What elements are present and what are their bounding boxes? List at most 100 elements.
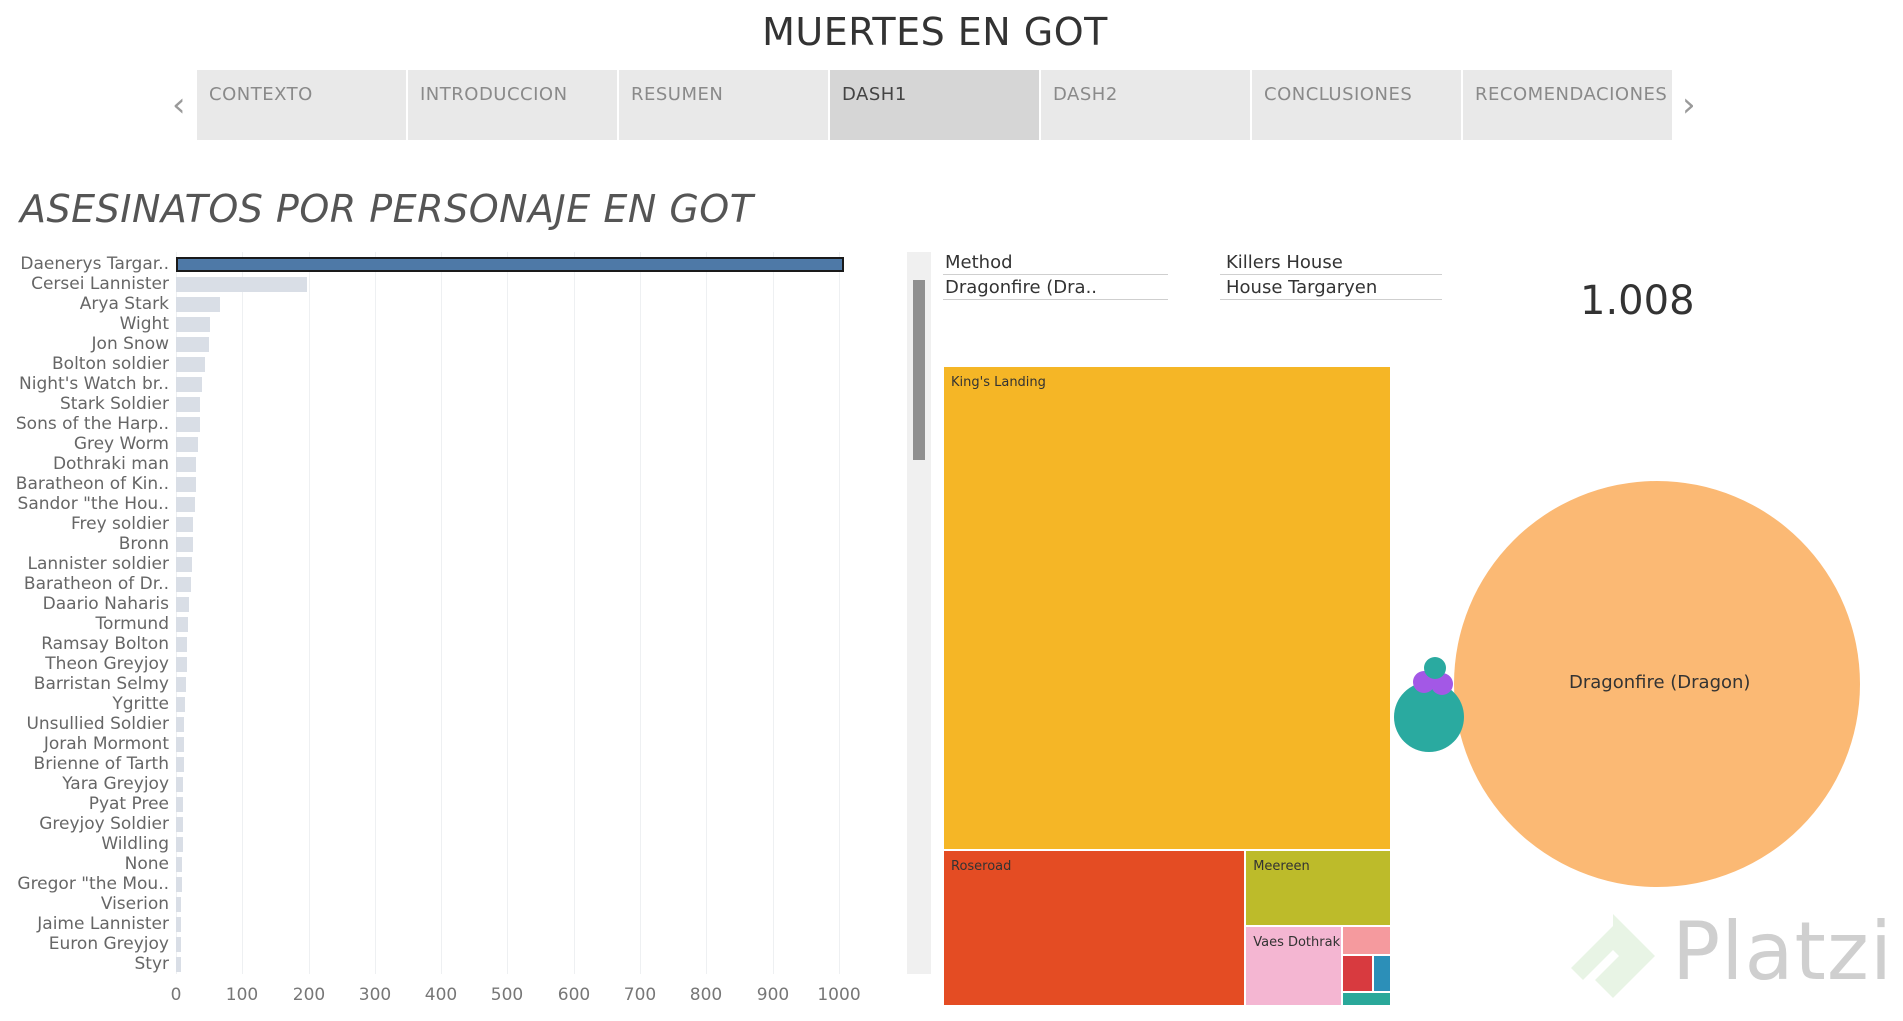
bar-label[interactable]: Frey soldier xyxy=(70,514,169,534)
bar[interactable] xyxy=(176,617,188,632)
bar[interactable] xyxy=(176,297,220,312)
bar[interactable] xyxy=(176,797,183,812)
bar-label[interactable]: Grey Worm xyxy=(73,434,169,454)
bar[interactable] xyxy=(176,577,191,592)
bar[interactable] xyxy=(176,437,198,452)
bar[interactable] xyxy=(176,417,200,432)
bar-label[interactable]: Wight xyxy=(119,314,169,334)
bar[interactable] xyxy=(176,817,183,832)
bar-label[interactable]: Cersei Lannister xyxy=(31,274,169,294)
bar-label[interactable]: Arya Stark xyxy=(79,294,169,314)
bar[interactable] xyxy=(176,477,196,492)
bar[interactable] xyxy=(176,837,183,852)
tab-resumen[interactable]: RESUMEN xyxy=(619,70,828,140)
treemap-cell[interactable] xyxy=(943,366,1391,850)
scrollbar-thumb[interactable] xyxy=(913,280,925,460)
bar[interactable] xyxy=(176,257,844,272)
tab-recomendaciones[interactable]: RECOMENDACIONES xyxy=(1463,70,1672,140)
bar[interactable] xyxy=(176,777,183,792)
treemap-cell[interactable] xyxy=(1342,925,1391,955)
treemap-cell[interactable] xyxy=(1245,849,1391,926)
bar[interactable] xyxy=(176,957,181,972)
bar-label[interactable]: Stark Soldier xyxy=(60,394,169,414)
bar-label[interactable]: Lannister soldier xyxy=(27,554,169,574)
bar[interactable] xyxy=(176,697,185,712)
x-tick-label: 900 xyxy=(756,985,790,1005)
treemap-cell[interactable] xyxy=(1372,954,1391,992)
x-tick-label: 200 xyxy=(292,985,326,1005)
bar[interactable] xyxy=(176,677,186,692)
bar-label[interactable]: Jaime Lannister xyxy=(37,914,169,934)
bubble[interactable] xyxy=(1393,681,1464,752)
bar[interactable] xyxy=(176,457,196,472)
bar-label[interactable]: Ygritte xyxy=(112,694,169,714)
bar-label[interactable]: Wildling xyxy=(101,834,169,854)
chevron-right-icon[interactable]: › xyxy=(1682,85,1696,125)
gridline xyxy=(176,252,177,974)
bar[interactable] xyxy=(176,737,184,752)
bar-label[interactable]: Ramsay Bolton xyxy=(41,634,169,654)
bar-label[interactable]: Brienne of Tarth xyxy=(33,754,169,774)
bubble[interactable] xyxy=(1423,656,1447,680)
bar-label[interactable]: Viserion xyxy=(100,894,169,914)
killers-house-filter-value[interactable]: House Targaryen xyxy=(1226,277,1378,298)
bar[interactable] xyxy=(176,557,192,572)
treemap-cell[interactable] xyxy=(1342,991,1391,1006)
bar[interactable] xyxy=(176,657,187,672)
bar-label[interactable]: Pyat Pree xyxy=(88,794,169,814)
tab-introduccion[interactable]: INTRODUCCION xyxy=(408,70,617,140)
bar[interactable] xyxy=(176,537,193,552)
bar-label[interactable]: Barristan Selmy xyxy=(33,674,169,694)
x-tick-label: 300 xyxy=(358,985,392,1005)
bar[interactable] xyxy=(176,637,187,652)
bar[interactable] xyxy=(176,857,182,872)
bar-label[interactable]: Daenerys Targar.. xyxy=(20,254,169,274)
bar-label[interactable]: Sandor "the Hou.. xyxy=(17,494,169,514)
bar[interactable] xyxy=(176,337,209,352)
bar[interactable] xyxy=(176,377,202,392)
bar[interactable] xyxy=(176,317,210,332)
tab-dash1[interactable]: DASH1 xyxy=(830,70,1039,140)
bar[interactable] xyxy=(176,497,195,512)
bar[interactable] xyxy=(176,717,184,732)
bar-label[interactable]: Theon Greyjoy xyxy=(45,654,169,674)
bar[interactable] xyxy=(176,397,200,412)
bar-label[interactable]: Jon Snow xyxy=(91,334,169,354)
bar[interactable] xyxy=(176,357,205,372)
bar-label[interactable]: Styr xyxy=(134,954,169,974)
bar-label[interactable]: Gregor "the Mou.. xyxy=(17,874,169,894)
bar-label[interactable]: Tormund xyxy=(95,614,170,634)
tab-dash2[interactable]: DASH2 xyxy=(1041,70,1250,140)
bar-label[interactable]: Night's Watch br.. xyxy=(19,374,169,394)
bar-label[interactable]: Unsullied Soldier xyxy=(26,714,169,734)
tab-contexto[interactable]: CONTEXTO xyxy=(197,70,406,140)
bar-label[interactable]: Baratheon of Kin.. xyxy=(15,474,169,494)
bar-label[interactable]: Yara Greyjoy xyxy=(62,774,169,794)
bar-label[interactable]: Baratheon of Dr.. xyxy=(23,574,169,594)
bar-label[interactable]: None xyxy=(124,854,169,874)
bar[interactable] xyxy=(176,597,189,612)
chevron-left-icon[interactable]: ‹ xyxy=(172,85,186,125)
method-filter-value[interactable]: Dragonfire (Dra.. xyxy=(945,277,1098,298)
bar[interactable] xyxy=(176,877,182,892)
bar-label[interactable]: Greyjoy Soldier xyxy=(39,814,169,834)
bubble[interactable] xyxy=(1454,481,1860,887)
bar-label[interactable]: Dothraki man xyxy=(52,454,169,474)
bar-label[interactable]: Sons of the Harp.. xyxy=(15,414,169,434)
bar-label[interactable]: Daario Naharis xyxy=(42,594,169,614)
bar-label[interactable]: Bronn xyxy=(118,534,169,554)
bar[interactable] xyxy=(176,757,184,772)
bar[interactable] xyxy=(176,277,307,292)
bar-label[interactable]: Bolton soldier xyxy=(52,354,169,374)
bar-label[interactable]: Euron Greyjoy xyxy=(48,934,169,954)
treemap-cell[interactable] xyxy=(943,849,1246,1006)
bar-label[interactable]: Jorah Mormont xyxy=(43,734,169,754)
treemap-cell[interactable] xyxy=(1342,954,1373,992)
tab-conclusiones[interactable]: CONCLUSIONES xyxy=(1252,70,1461,140)
bar[interactable] xyxy=(176,517,193,532)
bar[interactable] xyxy=(176,897,181,912)
bar[interactable] xyxy=(176,937,181,952)
treemap-cell[interactable] xyxy=(1245,925,1343,1006)
platzi-logo-icon xyxy=(1571,914,1655,998)
bar[interactable] xyxy=(176,917,181,932)
